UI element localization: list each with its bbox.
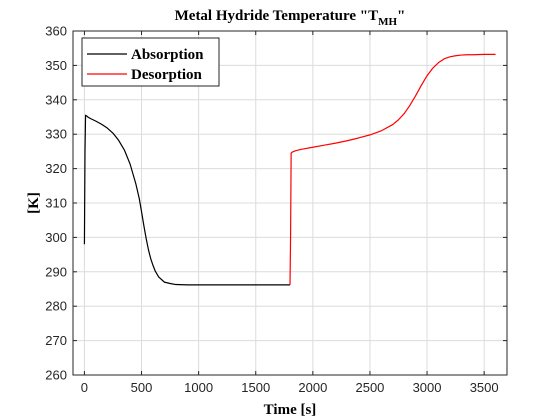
- y-tick-label: 270: [45, 333, 67, 348]
- y-tick-label: 290: [45, 264, 67, 279]
- y-tick-label: 300: [45, 230, 67, 245]
- y-tick-label: 280: [45, 299, 67, 314]
- y-tick-label: 330: [45, 127, 67, 142]
- y-tick-label: 260: [45, 368, 67, 383]
- y-tick-label: 360: [45, 24, 67, 39]
- legend-label-desorption: Desorption: [131, 67, 202, 83]
- series-line-desorption: [289, 53, 496, 285]
- x-tick-label: 500: [131, 380, 153, 395]
- x-tick-label: 3500: [470, 380, 499, 395]
- x-tick-label: 3000: [413, 380, 442, 395]
- chart-title-end: ": [397, 8, 405, 24]
- x-tick-label: 1500: [241, 380, 270, 395]
- y-tick-label: 350: [45, 58, 67, 73]
- legend-box: [81, 37, 220, 87]
- chart-title-main: Metal Hydride Temperature "T: [175, 8, 378, 24]
- legend: Absorption Desorption: [81, 37, 220, 87]
- y-axis-label: [K]: [26, 192, 42, 214]
- legend-label-absorption: Absorption: [131, 47, 204, 63]
- ticks: 0 500 1000 1500 2000 2500 3000 3500 260 270 280 290…: [45, 24, 507, 395]
- y-tick-label: 340: [45, 92, 67, 107]
- plot-lines: [83, 53, 496, 286]
- x-tick-label: 1000: [184, 380, 213, 395]
- series-line-absorption: [83, 114, 290, 286]
- x-tick-label: 0: [81, 380, 88, 395]
- y-tick-label: 320: [45, 161, 67, 176]
- x-axis-label: Time [s]: [264, 402, 317, 418]
- x-tick-label: 2000: [298, 380, 327, 395]
- chart-title-subscript: MH: [378, 16, 397, 28]
- y-tick-label: 310: [45, 196, 67, 211]
- chart-title: Metal Hydride Temperature "TMH": [175, 8, 406, 28]
- x-tick-label: 2500: [355, 380, 384, 395]
